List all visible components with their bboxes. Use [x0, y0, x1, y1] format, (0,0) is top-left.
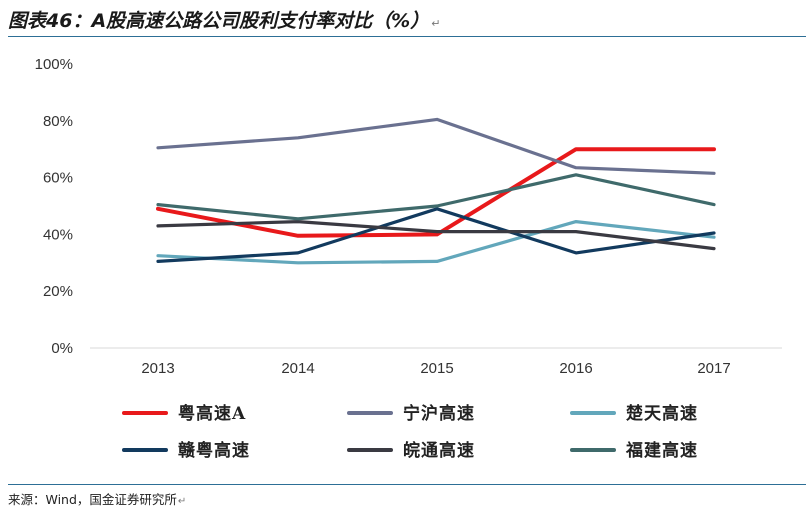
- source-note: 来源：Wind，国金证券研究所↵: [8, 489, 186, 508]
- y-tick-label: 40%: [43, 226, 73, 243]
- y-axis: 0% 20% 40% 60% 80% 100%: [35, 56, 73, 357]
- legend-label: 皖通高速: [403, 440, 475, 461]
- series-lines: [156, 117, 716, 265]
- legend-label: 赣粤高速: [178, 440, 250, 461]
- chart-title-text: 图表46：A股高速公路公司股利支付率对比（%）: [8, 10, 430, 32]
- x-tick-label: 2014: [281, 360, 314, 377]
- series-line: [156, 117, 716, 175]
- legend-item: 楚天高速: [570, 403, 698, 424]
- x-tick-label: 2016: [559, 360, 592, 377]
- bottom-divider: [8, 484, 806, 485]
- legend-item: 宁沪高速: [347, 403, 475, 424]
- source-text: 来源：Wind，国金证券研究所: [8, 492, 177, 507]
- series-line: [156, 173, 716, 221]
- series-line: [156, 220, 716, 251]
- legend-label: 粤高速A: [178, 403, 246, 424]
- y-tick-label: 60%: [43, 170, 73, 187]
- x-axis: 2013 2014 2015 2016 2017: [141, 360, 730, 377]
- legend-item: 福建高速: [570, 440, 698, 461]
- line-chart: 0%20%40%60%80%100% 2013 2014 2015 2016 2017 …: [35, 56, 782, 461]
- legend-label: 宁沪高速: [403, 403, 475, 424]
- series-line: [156, 220, 716, 265]
- legend-label: 楚天高速: [626, 403, 698, 424]
- x-tick-label: 2013: [141, 360, 174, 377]
- x-tick-label: 2015: [420, 360, 453, 377]
- y-tick-label: 100%: [35, 56, 73, 73]
- legend-label: 福建高速: [625, 440, 698, 461]
- legend-item: 粤高速A: [122, 403, 246, 424]
- y-tick-label: 0%: [51, 340, 73, 357]
- chart-title: 图表46：A股高速公路公司股利支付率对比（%） ↵: [8, 6, 440, 33]
- top-divider: [8, 36, 806, 37]
- x-tick-label: 2017: [697, 360, 730, 377]
- series-line: [156, 207, 716, 263]
- y-tick-label: 20%: [43, 283, 73, 300]
- paragraph-mark: ↵: [431, 17, 441, 30]
- legend-item: 赣粤高速: [122, 440, 250, 461]
- paragraph-mark: ↵: [177, 496, 187, 507]
- y-tick-label: 80%: [43, 113, 73, 130]
- series-line: [156, 147, 716, 238]
- legend-item: 皖通高速: [347, 440, 475, 461]
